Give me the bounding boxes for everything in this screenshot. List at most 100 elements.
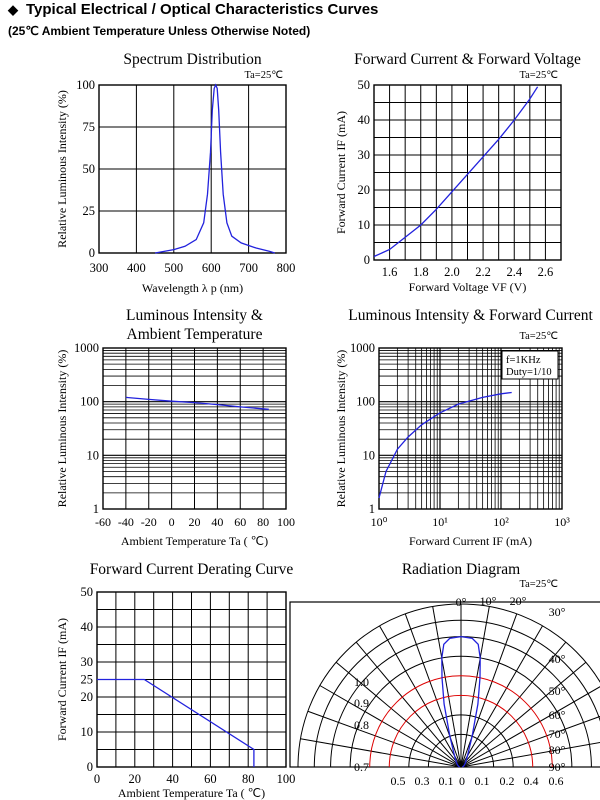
intensity-temp-y-tick-label: 10	[87, 448, 100, 462]
radiation-radial-label: 0.7	[354, 760, 369, 774]
forward-iv-x-tick-label: 1.6	[382, 265, 398, 279]
intensity-current-y-tick-label: 1	[369, 502, 375, 516]
intensity-current-curve	[378, 391, 512, 499]
derating-y-tick-label: 0	[87, 760, 93, 774]
radiation-spoke	[460, 741, 600, 768]
intensity-temp-x-tick-label: -20	[141, 515, 157, 529]
intensity-temp-ylabel: Relative Luminous Intensity (%)	[55, 350, 69, 508]
intensity-temp-y-tick-label: 1	[93, 502, 99, 516]
intensity-current-legend-text: f=1KHz	[506, 355, 541, 366]
intensity-current-legend-text: Duty=1/10	[506, 367, 552, 378]
intensity-temp-y-tick-label: 1000	[74, 341, 99, 355]
forward-iv-x-tick-label: 2.4	[506, 265, 522, 279]
forward-iv-title: Forward Current & Forward Voltage	[354, 51, 581, 68]
radiation-ring-red	[388, 694, 534, 768]
derating-y-tick-label: 30	[81, 655, 94, 669]
section-title: ◆ Typical Electrical / Optical Characteri…	[8, 1, 378, 18]
intensity-current-x-tick-label: 10³	[554, 515, 570, 529]
forward-iv-y-tick-label: 50	[358, 78, 371, 92]
radiation-angle-label: 30°	[549, 605, 566, 619]
radiation-ring-red	[369, 675, 553, 768]
derating-curve	[97, 678, 255, 767]
intensity-current-x-tick-label: 10¹	[432, 515, 448, 529]
forward-iv-condition: Ta=25℃	[519, 70, 558, 81]
intensity-current-y-tick-label: 10	[363, 448, 376, 462]
intensity-temp-title-line-1: Luminous Intensity &	[126, 307, 263, 324]
radiation-bottom-label: 0.2	[500, 774, 515, 788]
radiation-bottom-label: 0.4	[524, 774, 539, 788]
spectrum-x-tick-label: 800	[277, 261, 296, 275]
forward-iv-x-tick-label: 2.0	[444, 265, 460, 279]
radiation-pattern	[441, 635, 481, 768]
spectrum-curve	[154, 83, 275, 254]
radiation-radial-label: 1.0	[354, 675, 369, 689]
intensity-temp-x-tick-label: 60	[234, 515, 246, 529]
page-header: ◆ Typical Electrical / Optical Characteri…	[0, 0, 600, 48]
derating-y-tick-label: 10	[81, 725, 94, 739]
radiation-spoke	[307, 710, 462, 768]
radiation-ring	[427, 733, 495, 768]
derating-x-tick-label: 40	[166, 772, 179, 786]
forward-iv-y-tick-label: 20	[358, 183, 371, 197]
derating-y-tick-label: 50	[81, 585, 94, 599]
radiation-ring	[313, 619, 600, 768]
derating-x-tick-label: 60	[204, 772, 217, 786]
intensity-current-y-tick-label: 100	[356, 395, 375, 409]
radiation-spoke	[335, 661, 462, 768]
section-title-text: Typical Electrical / Optical Characteris…	[26, 1, 379, 18]
radiation-angle-label: 70°	[549, 727, 566, 741]
spectrum-y-tick-label: 0	[89, 246, 95, 260]
intensity-temp-xlabel: Ambient Temperature Ta ( ℃)	[121, 534, 268, 548]
spectrum-y-tick-label: 75	[83, 120, 96, 134]
intensity-temp-curve	[125, 396, 269, 410]
intensity-current-xlabel: Forward Current IF (mA)	[409, 534, 532, 548]
diamond-bullet-icon: ◆	[8, 2, 18, 17]
radiation-spoke	[432, 606, 462, 768]
radiation-ring	[349, 655, 573, 768]
radiation-angle-label: 90°	[549, 760, 566, 774]
radiation-angle-label: 20°	[510, 594, 527, 608]
radiation-spoke	[460, 625, 543, 768]
forward-iv-y-tick-label: 10	[358, 218, 371, 232]
radiation-bottom-label: 0	[459, 774, 465, 788]
radiation-bottom-label: 0.1	[475, 774, 490, 788]
radiation-spoke	[460, 641, 567, 768]
radiation-bottom-label: 0.1	[439, 774, 454, 788]
intensity-temp-x-tick-label: -60	[95, 515, 111, 529]
radiation-radial-label: 0.9	[354, 696, 369, 710]
intensity-current-legend-box	[501, 350, 559, 380]
radiation-bottom-label: 0.3	[415, 774, 430, 788]
intensity-current-y-tick-label: 1000	[350, 341, 375, 355]
radiation-bottom-label: 0.5	[391, 774, 406, 788]
radiation-spoke	[460, 661, 587, 768]
derating-x-tick-label: 80	[242, 772, 255, 786]
derating-x-tick-label: 100	[277, 772, 296, 786]
forward-iv-x-tick-label: 2.6	[538, 265, 554, 279]
spectrum-ylabel: Relative Luminous Intensity (%)	[55, 90, 69, 248]
radiation-bottom-label: 0.6	[549, 774, 564, 788]
radiation-spoke	[460, 686, 600, 768]
intensity-current-x-tick-label: 10²	[493, 515, 509, 529]
radiation-title: Radiation Diagram	[402, 561, 520, 578]
forward-iv-y-tick-label: 30	[358, 148, 371, 162]
forward-iv-x-tick-label: 1.8	[413, 265, 429, 279]
intensity-temp-chart: Luminous Intensity & Ambient Temperature -…	[55, 307, 295, 548]
intensity-current-x-tick-label: 10⁰	[371, 515, 388, 529]
intensity-current-title: Luminous Intensity & Forward Current	[348, 307, 593, 324]
radiation-spoke	[379, 625, 462, 768]
radiation-spoke	[319, 685, 462, 768]
derating-y-tick-label: 25	[81, 673, 94, 687]
radiation-angle-label: 0°	[456, 595, 467, 609]
forward-iv-frame	[373, 84, 562, 261]
intensity-temp-x-tick-label: 80	[257, 515, 269, 529]
radiation-ring	[297, 603, 600, 768]
derating-chart: Forward Current Derating Curve 0 20 40 60 80 1…	[55, 561, 295, 800]
radiation-radial-label: 0.8	[354, 718, 369, 732]
spectrum-xlabel: Wavelength λ p (nm)	[142, 281, 243, 295]
radiation-ring	[408, 714, 514, 768]
forward-iv-ylabel: Forward Current IF (mA)	[334, 111, 348, 234]
spectrum-title: Spectrum Distribution	[123, 51, 261, 68]
derating-xlabel: Ambient Temperature Ta ( ℃)	[118, 786, 265, 800]
